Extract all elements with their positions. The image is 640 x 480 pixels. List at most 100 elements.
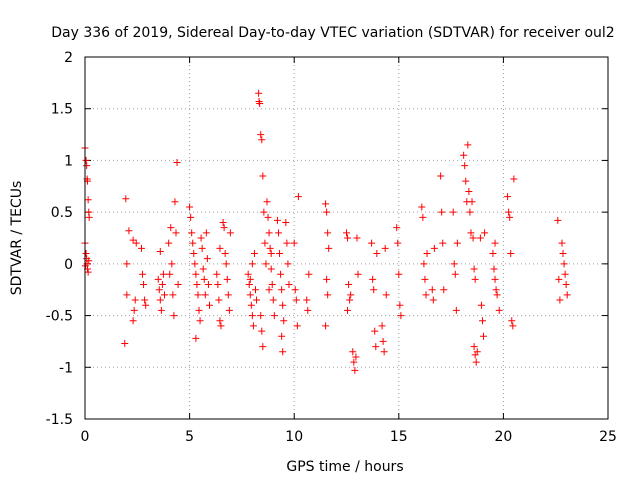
data-point: [217, 322, 225, 330]
data-point: [224, 291, 232, 299]
data-point: [84, 268, 92, 276]
y-tick-label: -1.5: [46, 412, 73, 428]
data-point: [246, 291, 254, 299]
data-point: [268, 281, 276, 289]
data-point: [393, 224, 401, 232]
data-point: [278, 332, 286, 340]
data-point: [262, 260, 270, 268]
data-point: [505, 208, 513, 216]
data-point: [493, 291, 501, 299]
data-point: [159, 270, 167, 278]
data-point: [121, 339, 129, 347]
data-point: [130, 306, 138, 314]
data-point: [438, 208, 446, 216]
data-point: [257, 312, 265, 320]
data-point: [154, 275, 162, 283]
data-point: [123, 260, 131, 268]
x-tick-label: 15: [390, 429, 408, 445]
data-point: [216, 244, 224, 252]
data-point: [158, 281, 166, 289]
data-point: [131, 296, 139, 304]
data-point: [205, 301, 213, 309]
data-point: [216, 317, 224, 325]
data-point: [305, 270, 313, 278]
data-point: [284, 260, 292, 268]
data-point: [440, 286, 448, 294]
data-point: [344, 306, 352, 314]
data-point: [166, 270, 174, 278]
x-tick-label: 20: [494, 429, 512, 445]
data-point: [280, 317, 288, 325]
data-point: [369, 275, 377, 283]
data-point: [198, 244, 206, 252]
data-point: [469, 234, 477, 242]
data-point: [467, 229, 475, 237]
data-point: [279, 301, 287, 309]
data-point: [472, 358, 480, 366]
data-point: [265, 286, 273, 294]
data-point: [506, 213, 514, 221]
data-point: [449, 208, 457, 216]
data-point: [450, 260, 458, 268]
data-point: [491, 275, 499, 283]
data-point: [189, 239, 197, 247]
data-point: [504, 193, 512, 201]
data-point: [259, 343, 267, 351]
data-point: [125, 227, 133, 235]
x-tick-label: 5: [185, 429, 194, 445]
data-point: [165, 239, 173, 247]
data-point: [492, 286, 500, 294]
data-point: [141, 296, 149, 304]
x-tick-label: 10: [285, 429, 303, 445]
x-tick-label: 25: [599, 429, 617, 445]
data-point: [265, 229, 273, 237]
x-tick-label: 0: [81, 429, 90, 445]
data-point: [263, 198, 271, 206]
data-point: [193, 281, 201, 289]
data-point: [256, 100, 264, 108]
data-point: [204, 281, 212, 289]
data-point: [156, 247, 164, 255]
data-point: [170, 312, 178, 320]
data-point: [267, 250, 275, 258]
data-point: [267, 265, 275, 273]
data-point: [82, 156, 90, 164]
data-point: [186, 203, 194, 211]
data-point: [248, 312, 256, 320]
data-point: [324, 291, 332, 299]
data-point: [253, 296, 261, 304]
y-tick-label: 2: [64, 50, 73, 66]
data-point: [344, 234, 352, 242]
data-point: [255, 89, 263, 97]
data-point: [560, 260, 568, 268]
data-point: [82, 250, 90, 258]
data-point: [290, 239, 298, 247]
data-point: [508, 317, 516, 325]
data-point: [172, 229, 180, 237]
data-point: [394, 239, 402, 247]
data-point: [418, 203, 426, 211]
data-point: [470, 343, 478, 351]
data-point: [466, 208, 474, 216]
data-point: [368, 239, 376, 247]
data-point: [173, 158, 181, 166]
data-point: [345, 281, 353, 289]
data-point: [468, 198, 476, 206]
data-point: [277, 270, 285, 278]
y-tick-label: 0.5: [51, 205, 73, 221]
data-point: [215, 296, 223, 304]
x-axis-label: GPS time / hours: [286, 459, 403, 475]
axis-ticks: -1.5-1-0.500.511.520 5 10 15 20 25: [46, 50, 617, 445]
data-point: [291, 286, 299, 294]
data-point: [323, 275, 331, 283]
data-point: [420, 260, 428, 268]
data-point: [168, 260, 176, 268]
data-point: [322, 322, 330, 330]
data-point: [167, 224, 175, 232]
grid-lines: [85, 57, 608, 419]
data-point: [509, 322, 517, 330]
data-point: [491, 239, 499, 247]
data-point: [249, 322, 257, 330]
data-point: [188, 229, 196, 237]
data-point: [452, 306, 460, 314]
